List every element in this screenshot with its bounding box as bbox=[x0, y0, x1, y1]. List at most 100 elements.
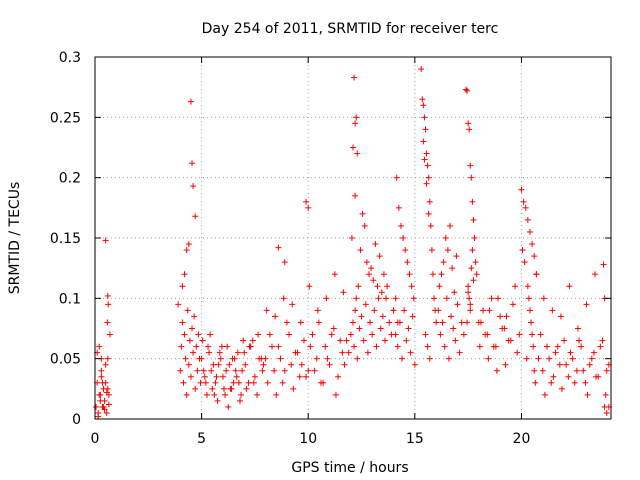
data-point bbox=[524, 216, 531, 223]
data-point bbox=[599, 337, 606, 344]
data-point bbox=[192, 213, 199, 220]
data-point bbox=[401, 307, 408, 314]
data-point bbox=[404, 259, 411, 266]
data-point bbox=[546, 355, 553, 362]
data-point bbox=[262, 355, 269, 362]
data-point bbox=[99, 379, 106, 386]
data-point bbox=[433, 319, 440, 326]
data-point bbox=[309, 331, 316, 338]
data-point bbox=[368, 265, 375, 272]
data-point bbox=[569, 355, 576, 362]
data-point bbox=[443, 295, 450, 302]
data-point bbox=[356, 325, 363, 332]
data-point bbox=[583, 301, 590, 308]
data-point bbox=[104, 319, 111, 326]
data-point bbox=[419, 96, 426, 103]
data-point bbox=[222, 391, 229, 398]
data-point bbox=[335, 373, 342, 380]
data-point bbox=[460, 331, 467, 338]
data-point bbox=[469, 247, 476, 254]
data-point bbox=[353, 114, 360, 121]
data-point bbox=[514, 349, 521, 356]
y-tick-label: 0.05 bbox=[50, 352, 81, 368]
x-tick-label: 10 bbox=[299, 431, 317, 447]
data-point bbox=[311, 367, 318, 374]
data-point bbox=[541, 391, 548, 398]
data-point bbox=[303, 373, 310, 380]
data-point bbox=[103, 409, 110, 416]
data-point bbox=[580, 367, 587, 374]
x-axis-label: GPS time / hours bbox=[291, 460, 408, 476]
data-point bbox=[259, 367, 266, 374]
data-point bbox=[339, 349, 346, 356]
data-point bbox=[421, 156, 428, 163]
data-point bbox=[420, 138, 427, 145]
data-point bbox=[452, 337, 459, 344]
data-point bbox=[362, 301, 369, 308]
data-point bbox=[400, 235, 407, 241]
data-point bbox=[440, 259, 447, 266]
data-point bbox=[584, 391, 591, 398]
data-point bbox=[466, 126, 473, 133]
data-point bbox=[313, 355, 320, 362]
data-point bbox=[279, 379, 286, 386]
data-point bbox=[574, 325, 581, 332]
data-point bbox=[223, 367, 230, 374]
data-point bbox=[246, 343, 253, 350]
data-point bbox=[340, 289, 347, 296]
data-point bbox=[251, 373, 258, 380]
data-point bbox=[535, 355, 542, 362]
data-point bbox=[199, 337, 206, 344]
data-point bbox=[255, 331, 262, 338]
data-point bbox=[219, 373, 226, 380]
data-point bbox=[425, 174, 432, 181]
data-point bbox=[408, 283, 415, 290]
data-point bbox=[289, 301, 296, 308]
data-point bbox=[476, 343, 483, 350]
data-point bbox=[183, 391, 190, 398]
data-point bbox=[469, 198, 476, 205]
data-point bbox=[456, 349, 463, 356]
data-point bbox=[238, 391, 245, 398]
data-point bbox=[201, 373, 208, 380]
data-point bbox=[444, 247, 451, 254]
data-point bbox=[561, 337, 568, 344]
data-point bbox=[193, 343, 200, 350]
data-point bbox=[190, 349, 197, 356]
data-point bbox=[411, 361, 418, 368]
data-point bbox=[381, 337, 388, 344]
data-point bbox=[563, 361, 570, 368]
data-point bbox=[354, 150, 361, 157]
data-point bbox=[359, 210, 366, 217]
data-point bbox=[531, 253, 538, 260]
data-point bbox=[227, 385, 234, 392]
data-point bbox=[232, 367, 239, 374]
data-point bbox=[189, 160, 196, 167]
data-point bbox=[345, 349, 352, 356]
data-point bbox=[213, 373, 220, 380]
data-point bbox=[447, 222, 454, 229]
data-point bbox=[556, 361, 563, 368]
data-point bbox=[597, 343, 604, 350]
data-point bbox=[364, 349, 371, 356]
data-point bbox=[352, 120, 359, 127]
data-point bbox=[467, 301, 474, 308]
data-point bbox=[271, 367, 278, 374]
data-point bbox=[221, 385, 227, 392]
data-point bbox=[578, 343, 585, 350]
data-point bbox=[330, 325, 337, 332]
data-point bbox=[98, 373, 105, 380]
data-point bbox=[371, 307, 378, 314]
data-point bbox=[307, 343, 314, 350]
data-point bbox=[214, 397, 221, 404]
data-point bbox=[216, 349, 223, 356]
data-point bbox=[283, 319, 290, 326]
data-point bbox=[315, 319, 322, 326]
data-point bbox=[458, 319, 465, 326]
data-point bbox=[544, 343, 551, 350]
data-point bbox=[453, 253, 460, 260]
data-point bbox=[224, 343, 231, 350]
data-point bbox=[571, 379, 578, 386]
data-point bbox=[245, 379, 252, 386]
data-point bbox=[439, 319, 446, 326]
